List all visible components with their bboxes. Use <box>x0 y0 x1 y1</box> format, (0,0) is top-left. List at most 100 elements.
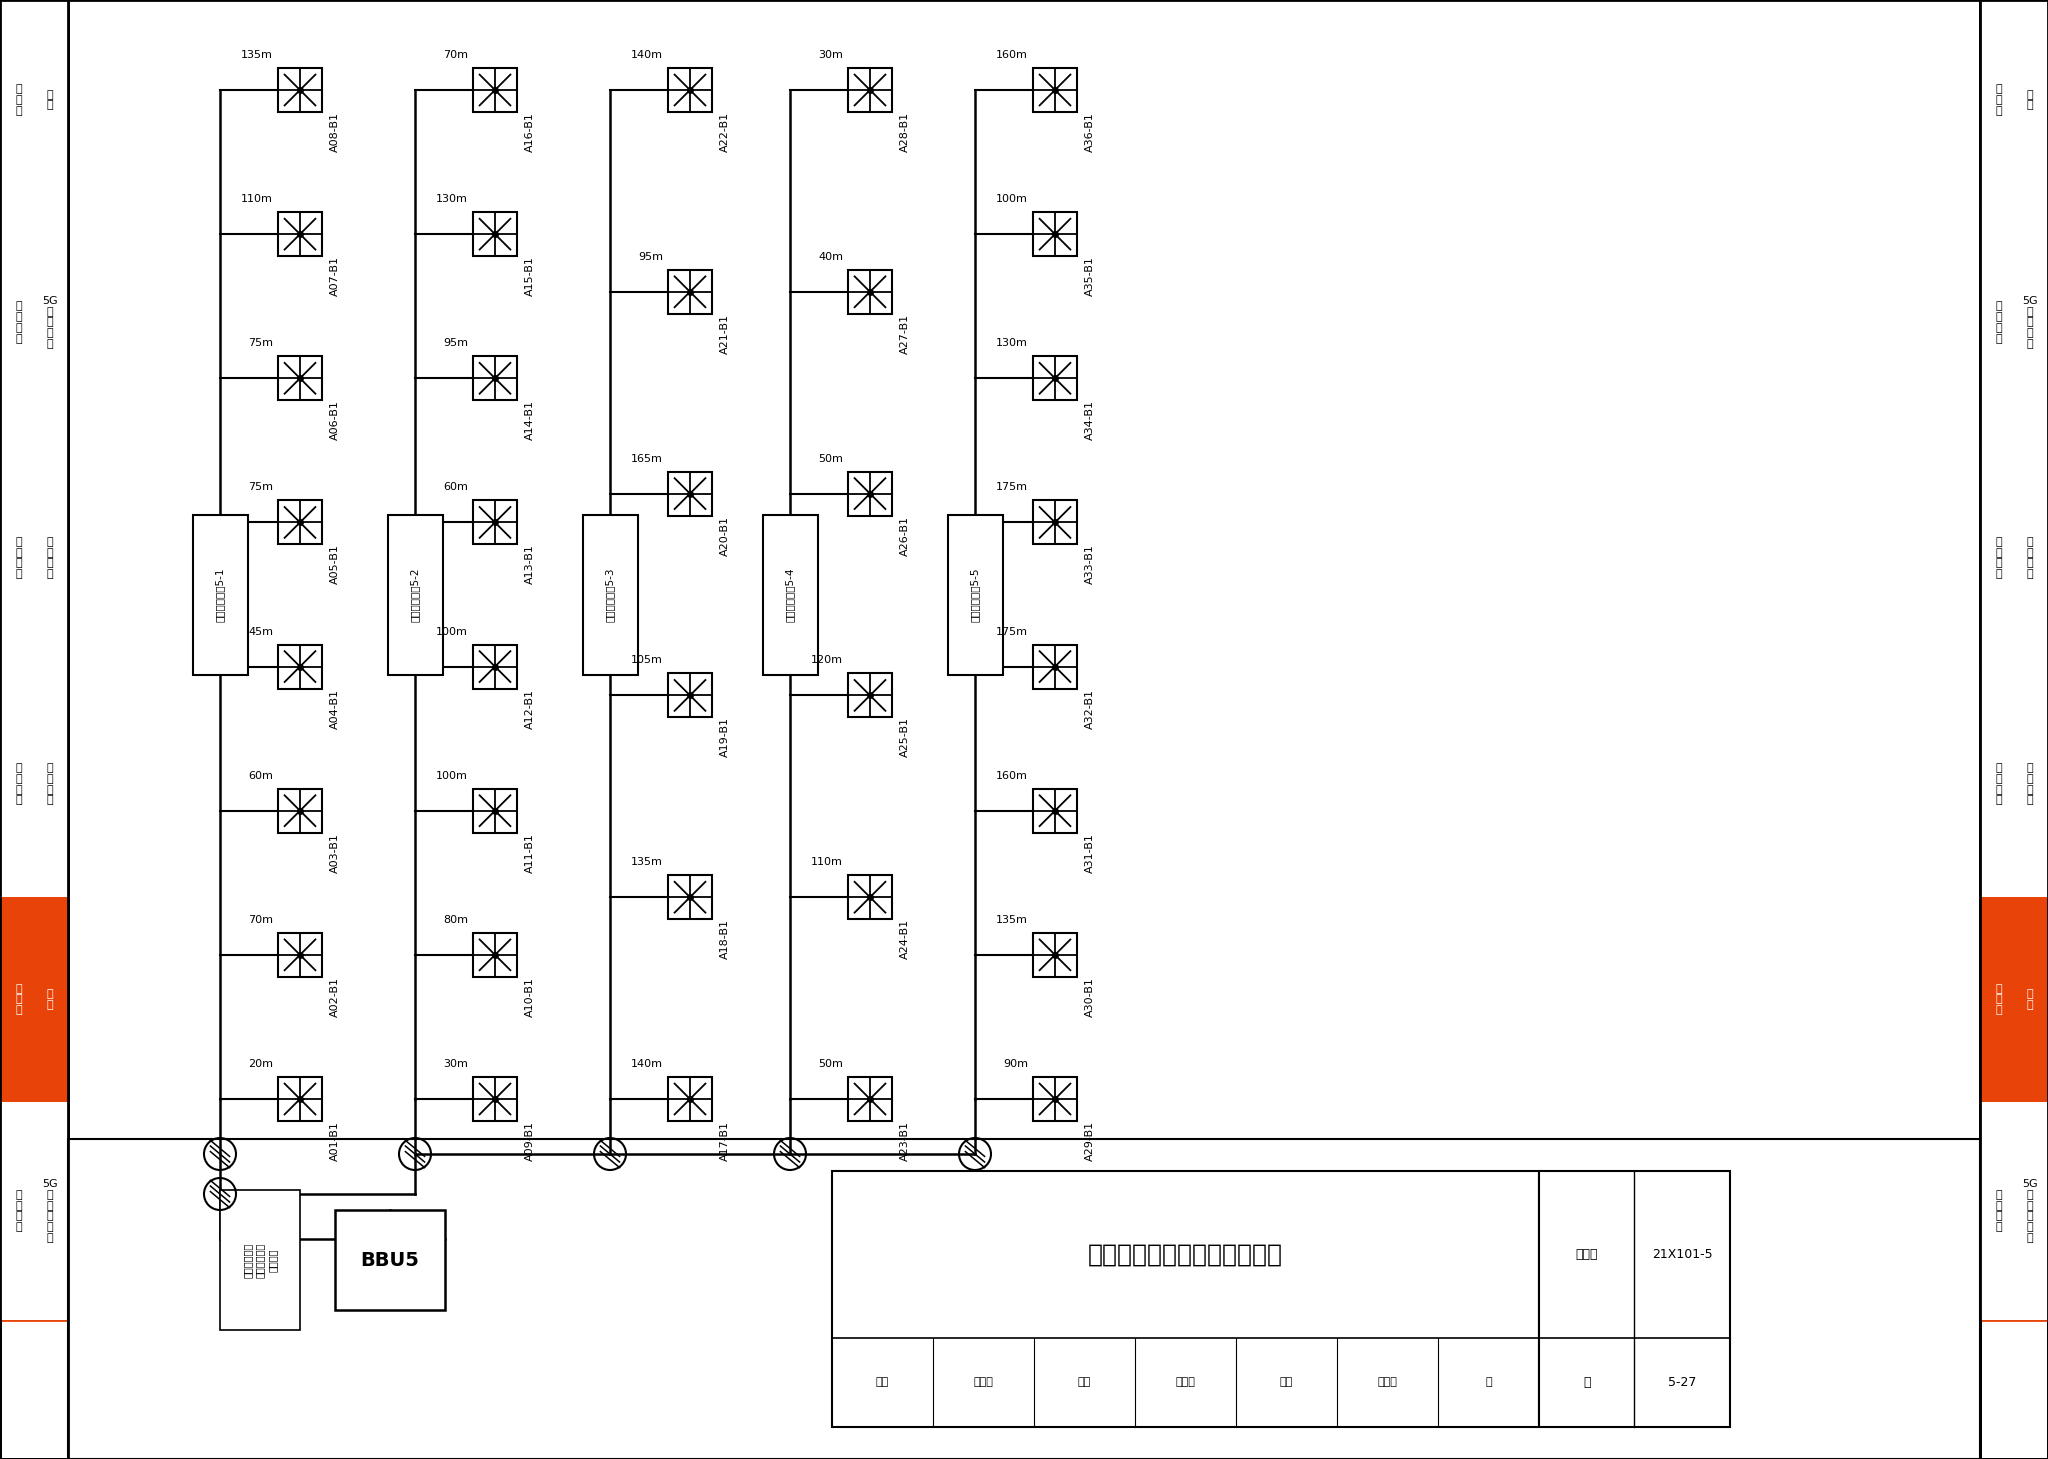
Text: 工
程: 工 程 <box>47 989 53 1010</box>
Text: 60m: 60m <box>248 770 272 781</box>
Bar <box>279 645 322 689</box>
Text: A03-B1: A03-B1 <box>330 833 340 872</box>
Text: 符
号
语: 符 号 语 <box>1995 85 2001 115</box>
Text: 135m: 135m <box>631 858 664 867</box>
Text: 90m: 90m <box>1004 1059 1028 1069</box>
Text: 边
缘
计
算: 边 缘 计 算 <box>14 1189 23 1233</box>
Text: 5-27: 5-27 <box>1667 1376 1696 1389</box>
Bar <box>0 671 68 897</box>
Text: A23-B1: A23-B1 <box>899 1121 909 1161</box>
Text: 边
缘
计
算: 边 缘 计 算 <box>1995 1189 2001 1233</box>
Bar <box>668 69 713 112</box>
Bar <box>219 1191 299 1331</box>
Bar <box>1980 897 2048 1102</box>
Text: 设
施
设
计: 设 施 设 计 <box>1995 537 2001 579</box>
Bar <box>668 674 713 718</box>
Text: 远端汇聚单元5-4: 远端汇聚单元5-4 <box>784 568 795 622</box>
Bar <box>1032 500 1077 544</box>
Bar <box>473 69 516 112</box>
Bar <box>0 0 68 1459</box>
Text: 60m: 60m <box>442 483 469 493</box>
Text: A34-B1: A34-B1 <box>1085 400 1096 441</box>
Text: 生产工房室内数字化覆盖系统: 生产工房室内数字化覆盖系统 <box>1087 1243 1282 1266</box>
Text: A08-B1: A08-B1 <box>330 112 340 152</box>
Text: A20-B1: A20-B1 <box>721 515 729 556</box>
Text: 130m: 130m <box>436 194 469 204</box>
Text: 45m: 45m <box>248 626 272 636</box>
Text: 30m: 30m <box>817 50 844 60</box>
Text: 20m: 20m <box>248 1059 272 1069</box>
Text: A25-B1: A25-B1 <box>899 718 909 757</box>
Text: A21-B1: A21-B1 <box>721 314 729 353</box>
Text: A15-B1: A15-B1 <box>524 257 535 296</box>
Text: 95m: 95m <box>639 252 664 261</box>
Text: 王衍新: 王衍新 <box>1176 1377 1196 1388</box>
Text: 70m: 70m <box>442 50 469 60</box>
Text: A14-B1: A14-B1 <box>524 400 535 441</box>
Text: BBU5: BBU5 <box>360 1250 420 1269</box>
Bar <box>1980 445 2048 671</box>
Text: A19-B1: A19-B1 <box>721 718 729 757</box>
Text: 5G
网
络
覆
盖: 5G 网 络 覆 盖 <box>2021 296 2038 349</box>
Bar <box>0 0 68 200</box>
Bar <box>668 875 713 919</box>
Text: A35-B1: A35-B1 <box>1085 257 1096 296</box>
Text: A18-B1: A18-B1 <box>721 919 729 959</box>
Bar <box>68 1139 1980 1459</box>
Bar <box>1032 645 1077 689</box>
Text: A07-B1: A07-B1 <box>330 257 340 296</box>
Bar <box>279 1077 322 1121</box>
Text: 校对: 校对 <box>1077 1377 1092 1388</box>
Text: 135m: 135m <box>242 50 272 60</box>
Text: 5G
网
络
多
接
入: 5G 网 络 多 接 入 <box>41 1179 57 1243</box>
Text: 175m: 175m <box>995 626 1028 636</box>
Bar <box>668 270 713 314</box>
Bar <box>473 645 516 689</box>
Text: 设
施
施
工: 设 施 施 工 <box>1995 763 2001 805</box>
Text: 建
筑
配
套: 建 筑 配 套 <box>2025 763 2034 805</box>
Text: A30-B1: A30-B1 <box>1085 978 1096 1017</box>
Text: 5G
网
络
多
接
入: 5G 网 络 多 接 入 <box>2021 1179 2038 1243</box>
Text: A13-B1: A13-B1 <box>524 544 535 584</box>
Text: 建
筑
配
套: 建 筑 配 套 <box>47 537 53 579</box>
Bar <box>387 515 442 674</box>
Bar <box>1032 932 1077 978</box>
Text: A28-B1: A28-B1 <box>899 112 909 152</box>
Text: 设
施
设
计: 设 施 设 计 <box>14 537 23 579</box>
Text: A05-B1: A05-B1 <box>330 544 340 584</box>
Bar <box>473 789 516 833</box>
Bar <box>0 200 68 445</box>
Text: A36-B1: A36-B1 <box>1085 112 1096 152</box>
Text: 21X101-5: 21X101-5 <box>1653 1247 1712 1261</box>
Bar <box>279 356 322 400</box>
Text: 符
号
语: 符 号 语 <box>14 85 23 115</box>
Text: 图集号: 图集号 <box>1575 1247 1597 1261</box>
Text: 远端汇聚单元5-2: 远端汇聚单元5-2 <box>410 568 420 622</box>
Bar <box>948 515 1004 674</box>
Bar <box>1980 0 2048 1459</box>
Text: 设
施
施
工: 设 施 施 工 <box>14 763 23 805</box>
Text: A11-B1: A11-B1 <box>524 833 535 872</box>
Bar <box>1980 1102 2048 1320</box>
Bar <box>1980 0 2048 1459</box>
Text: 示
例
程: 示 例 程 <box>14 983 23 1015</box>
Text: A22-B1: A22-B1 <box>721 112 729 152</box>
Bar <box>1032 212 1077 257</box>
Text: 工
程: 工 程 <box>2025 989 2034 1010</box>
Bar <box>1980 0 2048 200</box>
Text: A31-B1: A31-B1 <box>1085 833 1096 872</box>
Bar <box>1980 200 2048 445</box>
Bar <box>473 932 516 978</box>
Bar <box>668 471 713 515</box>
Bar <box>1032 1077 1077 1121</box>
Bar <box>848 1077 893 1121</box>
Bar <box>848 674 893 718</box>
Text: 110m: 110m <box>811 858 844 867</box>
Bar <box>473 212 516 257</box>
Text: 175m: 175m <box>995 483 1028 493</box>
Text: A24-B1: A24-B1 <box>899 919 909 960</box>
Text: 165m: 165m <box>631 454 664 464</box>
Text: 建
筑
配
套: 建 筑 配 套 <box>47 763 53 805</box>
Bar <box>1032 356 1077 400</box>
Bar <box>279 932 322 978</box>
